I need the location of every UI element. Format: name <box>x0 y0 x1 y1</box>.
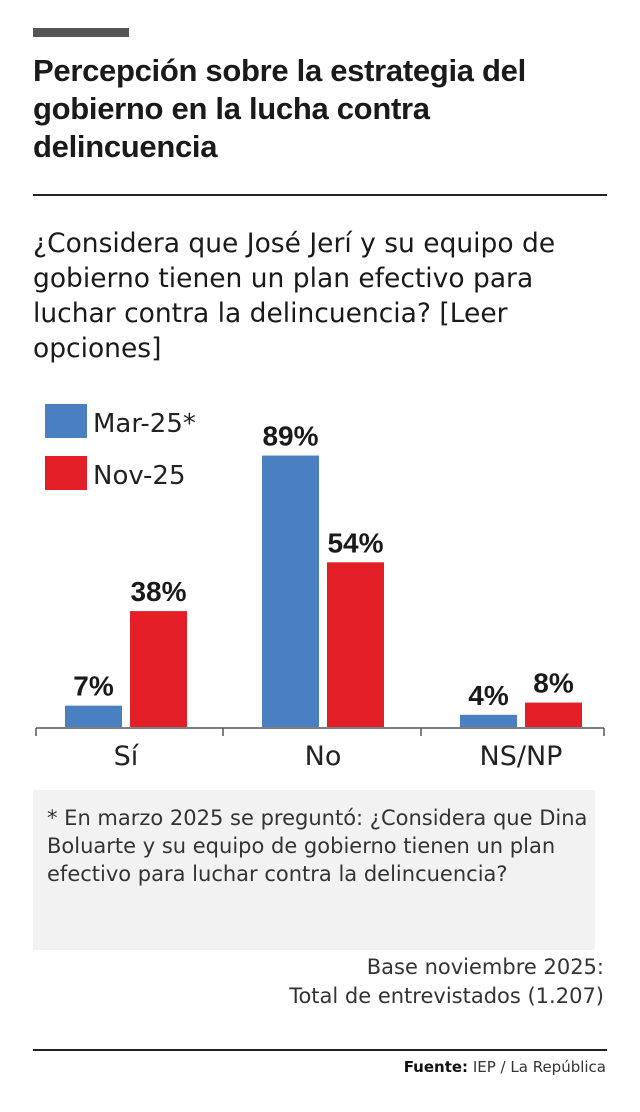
footer-divider <box>33 1049 607 1051</box>
legend-swatch <box>45 404 87 438</box>
source-value: IEP / La República <box>472 1058 606 1076</box>
data-label: 38% <box>130 576 186 607</box>
bar <box>262 455 319 727</box>
accent-bar <box>33 28 129 37</box>
footnote: * En marzo 2025 se preguntó: ¿Considera … <box>33 790 595 950</box>
bar <box>327 562 384 727</box>
base-line-2: Total de entrevistados (1.207) <box>289 984 604 1008</box>
source-label: Fuente: <box>403 1058 469 1076</box>
category-label: Sí <box>114 741 140 772</box>
survey-question: ¿Considera que José Jerí y su equipo de … <box>33 228 556 364</box>
sample-base: Base noviembre 2025: Total de entrevista… <box>289 953 604 1011</box>
bar <box>460 714 517 727</box>
category-label: NS/NP <box>480 741 563 772</box>
chart-title: Percepción sobre la estrategia del gobie… <box>33 53 526 164</box>
bar <box>525 702 582 727</box>
legend-label: Nov-25 <box>93 461 186 491</box>
category-label: No <box>305 741 342 772</box>
data-label: 4% <box>468 680 509 711</box>
data-label: 8% <box>533 668 574 699</box>
source: Fuente: IEP / La República <box>404 1058 606 1076</box>
data-label: 7% <box>73 671 114 702</box>
bar <box>130 611 187 727</box>
data-label: 54% <box>327 527 383 558</box>
base-line-1: Base noviembre 2025: <box>366 955 604 979</box>
bar-chart: Mar-25* Nov-25 Sí 7% 38% No 89% 54% NS/NP 4% 8% <box>35 404 605 772</box>
data-label: 89% <box>262 421 318 452</box>
bar <box>65 705 122 727</box>
title-divider <box>33 194 607 196</box>
legend-label: Mar-25* <box>93 409 196 439</box>
legend-swatch <box>45 456 87 490</box>
